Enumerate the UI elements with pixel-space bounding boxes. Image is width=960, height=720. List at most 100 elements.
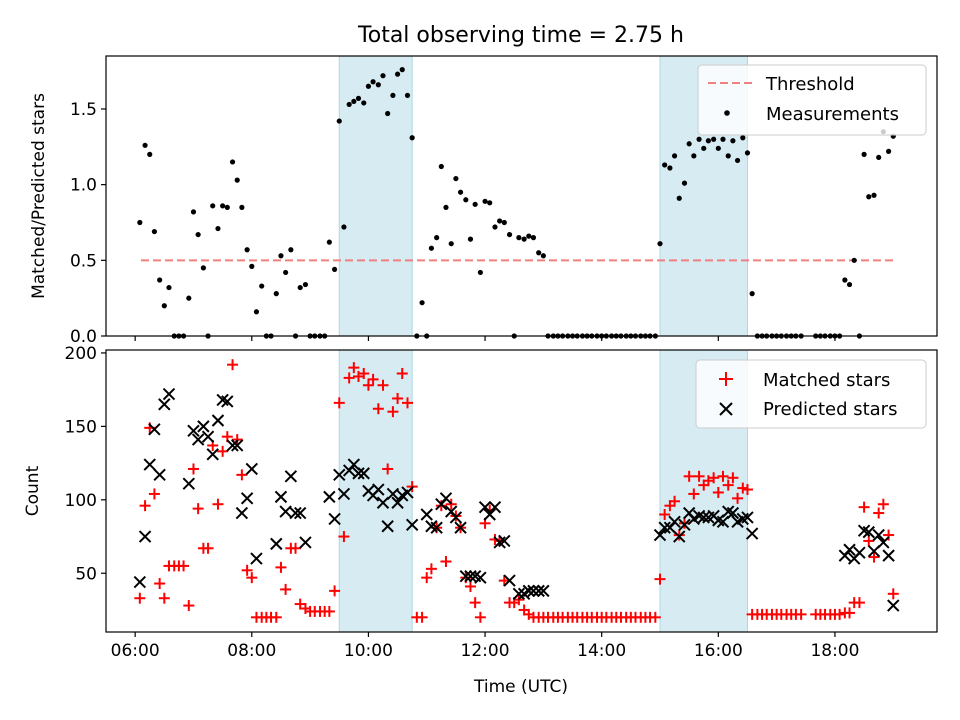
predicted-star-point xyxy=(250,552,263,565)
predicted-star-point xyxy=(357,467,370,480)
measurement-point xyxy=(157,277,163,283)
matched-star-point xyxy=(158,592,170,604)
matched-star-point xyxy=(178,560,190,572)
measurement-point xyxy=(302,281,309,288)
matched-star-point xyxy=(883,529,895,541)
matched-star-point xyxy=(202,542,214,554)
ratio-y-axis-label: Matched/Predicted stars xyxy=(29,93,49,299)
matched-star-point xyxy=(187,463,199,475)
measurement-point xyxy=(283,269,289,276)
matched-star-point xyxy=(722,479,734,491)
matched-star-point xyxy=(343,372,355,384)
measurement-point xyxy=(210,203,216,209)
matched-star-point xyxy=(741,484,753,496)
predicted-star-point xyxy=(206,448,219,461)
count-legend: Matched stars Predicted stars xyxy=(695,359,927,429)
measurement-point xyxy=(749,291,755,297)
matched-star-point xyxy=(844,607,856,619)
measurement-point xyxy=(662,162,668,168)
matched-star-point xyxy=(246,572,258,584)
measurement-point xyxy=(147,151,153,157)
predicted-star-point xyxy=(439,492,453,505)
predicted-star-point xyxy=(245,462,258,476)
measurement-point xyxy=(253,309,260,315)
matched-star-point xyxy=(853,597,865,609)
count-x-ticks: 06:00 08:00 10:00 12:00 14:00 16:00 18:00 xyxy=(111,632,859,661)
measurement-point xyxy=(409,135,415,141)
count-y-tick-label: 50 xyxy=(75,564,97,584)
predicted-star-point xyxy=(279,505,292,518)
count-panel-frame xyxy=(105,349,938,633)
matched-star-point xyxy=(377,379,389,391)
predicted-star-point xyxy=(405,518,419,531)
measurement-point xyxy=(540,253,546,259)
predicted-star-point xyxy=(381,520,394,533)
predicted-star-point xyxy=(347,458,361,471)
count-x-tick-label: 14:00 xyxy=(577,641,626,661)
predicted-star-point xyxy=(235,506,249,520)
matched-star-point xyxy=(868,551,880,563)
matched-star-point xyxy=(183,600,195,612)
predicted-star-point xyxy=(843,543,856,556)
predicted-star-point xyxy=(284,470,298,483)
predicted-star-point xyxy=(474,571,487,584)
matched-star-point xyxy=(358,368,370,379)
ratio-y-tick-label: 1.5 xyxy=(70,100,97,120)
matched-star-point xyxy=(212,498,224,510)
matched-star-point xyxy=(382,463,394,475)
measurement-point xyxy=(361,100,367,106)
matched-star-point xyxy=(192,503,204,515)
matched-star-point xyxy=(673,529,685,541)
predicted-star-point xyxy=(182,477,196,490)
measurement-point xyxy=(234,177,240,183)
predicted-star-point xyxy=(231,439,244,452)
matched-star-point xyxy=(290,542,302,554)
measurement-point xyxy=(846,281,853,288)
predicted-star-point xyxy=(138,530,152,543)
measurement-point xyxy=(521,236,527,242)
measurement-point xyxy=(438,163,444,170)
matched-star-point xyxy=(659,509,671,520)
measurement-point xyxy=(137,219,143,226)
measurement-point xyxy=(696,136,702,142)
measurement-point xyxy=(720,136,726,142)
predicted-star-point xyxy=(299,536,312,549)
measurement-point xyxy=(516,235,522,241)
measurement-point xyxy=(686,141,692,147)
measurement-point xyxy=(434,235,440,241)
measurement-point xyxy=(667,165,673,171)
predicted-star-point xyxy=(745,527,759,540)
measurement-point xyxy=(443,204,449,210)
matched-star-point xyxy=(654,573,666,585)
measurement-point xyxy=(453,175,459,182)
matched-star-point xyxy=(139,500,151,512)
matched-star-point xyxy=(367,373,379,385)
predicted-star-point xyxy=(503,574,516,587)
measurement-point xyxy=(740,135,746,141)
matched-star-point xyxy=(834,608,846,620)
predicted-star-point xyxy=(726,506,740,520)
predicted-star-point xyxy=(289,506,302,520)
measurement-point xyxy=(229,159,236,165)
measurement-point xyxy=(166,284,172,291)
matched-star-point xyxy=(712,486,724,498)
measurement-point xyxy=(288,247,294,253)
matched-star-point xyxy=(513,594,525,606)
predicted-legend-label: Predicted stars xyxy=(763,399,897,420)
measurement-point xyxy=(355,95,362,101)
matched-star-point xyxy=(877,498,889,510)
matched-star-point xyxy=(217,445,229,457)
predicted-star-point xyxy=(882,549,895,562)
predicted-star-point xyxy=(653,528,667,542)
count-y-ticks: 50 100 150 200 xyxy=(65,344,106,584)
predicted-star-point xyxy=(240,492,254,505)
measurement-point xyxy=(195,231,201,238)
measurement-point xyxy=(142,142,148,148)
matched-star-point xyxy=(396,368,408,379)
matched-star-point xyxy=(445,498,457,510)
measurement-point xyxy=(239,204,245,210)
predicted-star-point xyxy=(337,487,351,501)
predicted-star-point xyxy=(372,483,385,496)
predicted-star-point xyxy=(153,468,166,482)
predicted-star-point xyxy=(323,490,336,504)
